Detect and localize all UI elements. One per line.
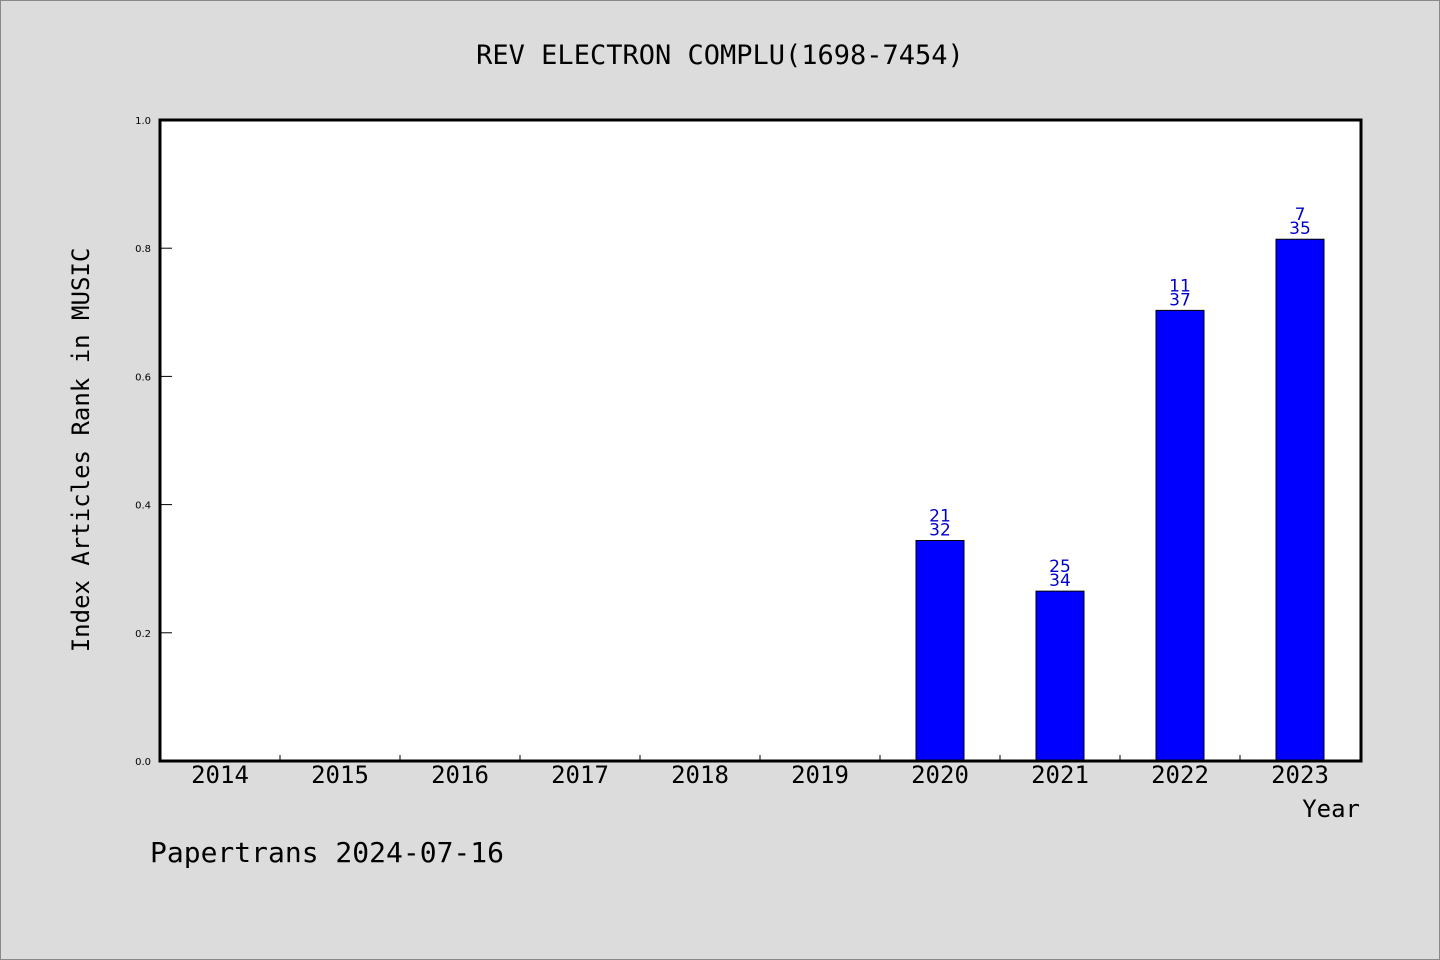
y-tick-label: 1.0 [135, 116, 151, 127]
bar-label-top: 7 [1295, 205, 1306, 225]
x-tick-label: 2020 [911, 761, 969, 789]
bar-label-bottom: 37 [1169, 290, 1191, 310]
plot-frame [158, 118, 1363, 763]
bar-label-bottom: 32 [929, 520, 951, 540]
footer-credit: Papertrans 2024-07-16 [150, 836, 504, 869]
x-tick-label: 2015 [311, 761, 369, 789]
bar-2021 [1035, 590, 1085, 762]
x-tick-label: 2014 [191, 761, 249, 789]
y-axis-label: Index Articles Rank in MUSIC [67, 248, 95, 653]
x-tick-label: 2022 [1151, 761, 1209, 789]
y-tick-label: 0.6 [135, 372, 151, 383]
y-tick-label: 0.8 [135, 244, 151, 255]
bars-group [915, 238, 1325, 762]
bar-2023 [1275, 238, 1325, 762]
y-tick-label: 0.2 [135, 629, 151, 640]
bar-2020 [915, 539, 965, 762]
x-tick-label: 2017 [551, 761, 609, 789]
x-tick-label: 2016 [431, 761, 489, 789]
x-axis: 2014 2015 2016 2017 2018 2019 2020 2021 2022 2023 [191, 755, 1329, 789]
chart-title: REV ELECTRON COMPLU(1698-7454) [476, 40, 964, 71]
bar-label-top: 21 [929, 506, 951, 526]
y-tick-label: 0.4 [135, 501, 151, 512]
x-tick-label: 2018 [671, 761, 729, 789]
y-tick-label: 0.0 [135, 757, 151, 768]
x-axis-label: Year [1302, 795, 1360, 823]
bar-label-top: 25 [1049, 557, 1071, 577]
bar-label-bottom: 34 [1049, 571, 1071, 591]
bar-2022 [1155, 309, 1205, 762]
x-tick-label: 2021 [1031, 761, 1089, 789]
x-tick-label: 2023 [1271, 761, 1329, 789]
bar-label-top: 11 [1169, 276, 1191, 296]
bar-label-bottom: 35 [1289, 219, 1311, 239]
x-tick-label: 2019 [791, 761, 849, 789]
